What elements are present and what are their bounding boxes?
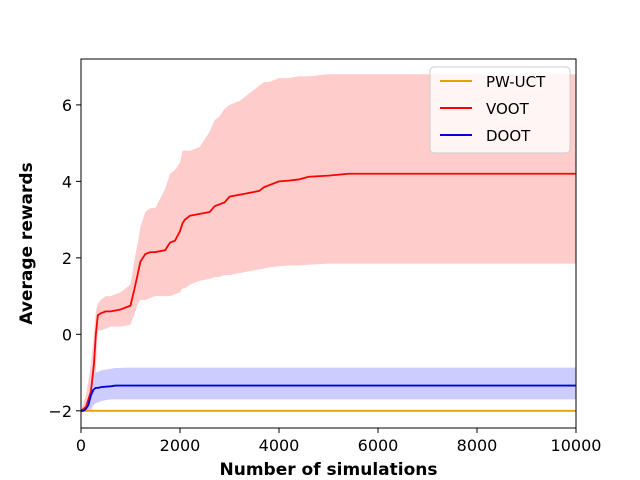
legend: PW-UCT VOOT DOOT: [429, 66, 571, 154]
y-tick-label: 6: [62, 96, 72, 115]
voot-legend-label: VOOT: [486, 100, 530, 118]
doot-line: [81, 384, 576, 412]
doot-legend-label: DOOT: [486, 127, 531, 145]
legend-box: [429, 66, 571, 154]
y-tick-label: −2: [48, 402, 72, 421]
voot-line: [80, 172, 576, 412]
y-tick-label: 0: [62, 325, 72, 344]
x-tick-label: 10000: [551, 436, 602, 455]
x-tick-label: 2000: [160, 436, 201, 455]
x-axis-ticks: 0 2000 4000 6000 8000 10000: [76, 428, 602, 455]
y-axis-ticks: −2 0 2 4 6: [48, 96, 81, 421]
plot-frame: [80, 58, 577, 429]
x-tick-label: 8000: [457, 436, 498, 455]
voot-band: [81, 74, 576, 411]
doot-band: [81, 367, 576, 411]
x-tick-label: 6000: [358, 436, 399, 455]
x-tick-label: 0: [76, 436, 86, 455]
y-tick-label: 4: [62, 172, 72, 191]
x-axis-label: Number of simulations: [220, 460, 438, 480]
y-axis-label: Average rewards: [17, 162, 37, 324]
x-tick-label: 4000: [259, 436, 300, 455]
y-tick-label: 2: [62, 249, 72, 268]
confidence-bands: [81, 74, 576, 411]
pw-uct-legend-label: PW-UCT: [486, 73, 546, 91]
series-lines: [80, 172, 576, 412]
